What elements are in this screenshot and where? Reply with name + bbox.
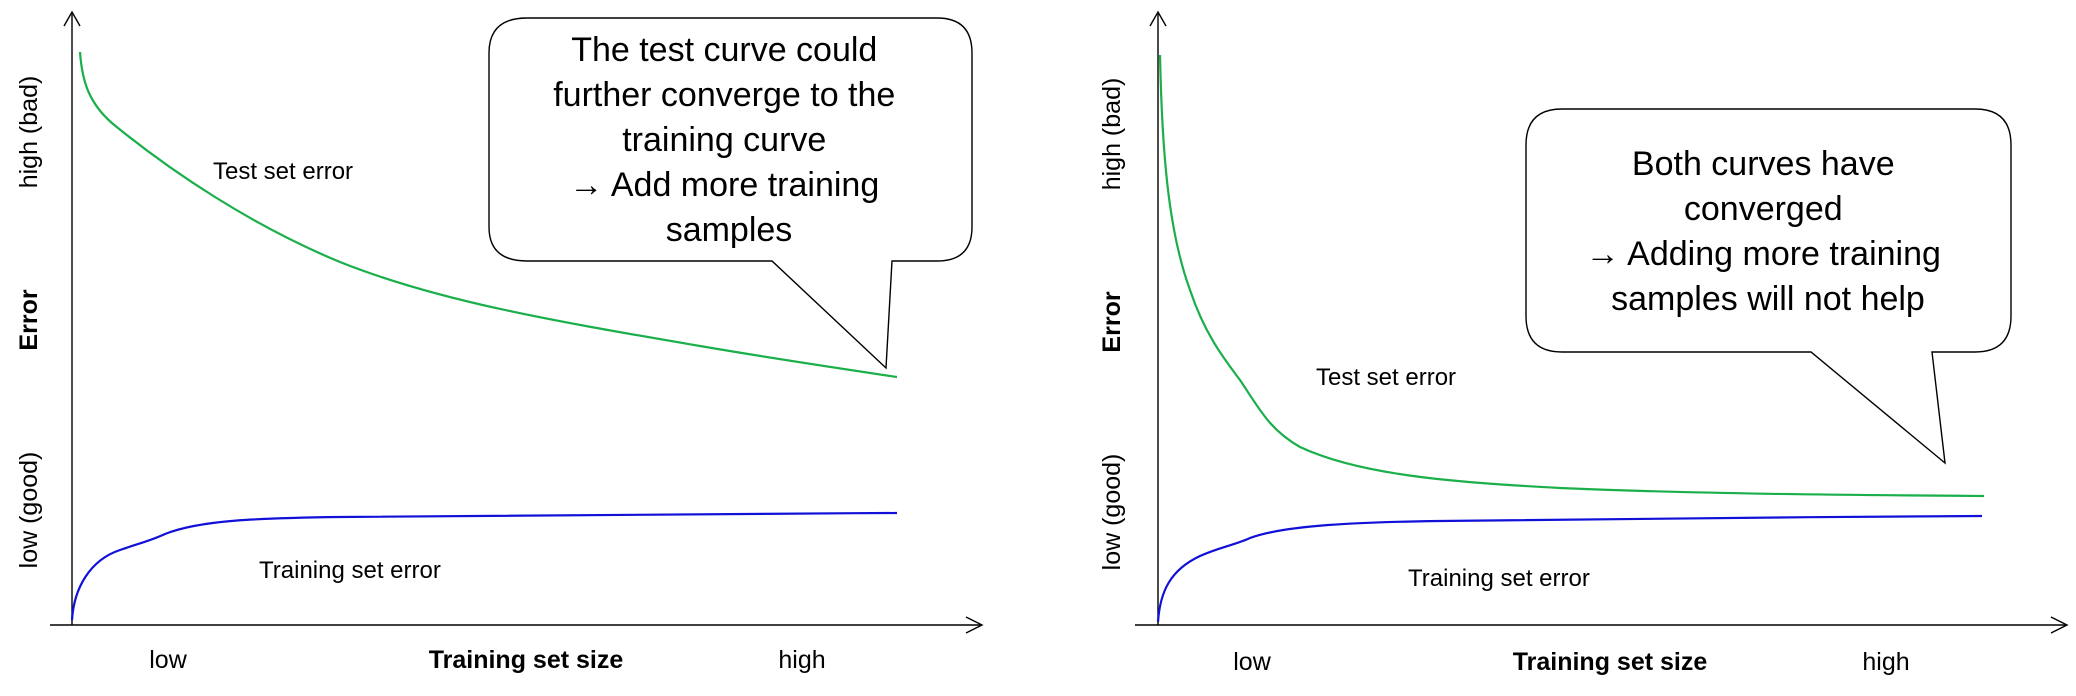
training-set-error-label: Training set error <box>1408 565 1590 592</box>
x-axis-arrowhead <box>2050 616 2069 634</box>
test-set-error-label: Test set error <box>1316 364 1456 391</box>
callout-bubble <box>1525 108 2012 465</box>
y-low-label: low (good) <box>1098 454 1126 571</box>
training-set-error-label: Training set error <box>259 557 441 584</box>
training-set-error-curve <box>1156 514 1983 623</box>
x-low-label: low <box>1233 648 1271 676</box>
x-high-label: high <box>778 646 825 674</box>
y-high-label: high (bad) <box>15 76 43 189</box>
training-set-error-curve <box>70 511 898 621</box>
x-low-label: low <box>149 646 187 674</box>
test-set-error-curve <box>78 51 898 379</box>
test-set-error-label: Test set error <box>213 158 353 185</box>
y-axis-arrowhead <box>63 10 81 27</box>
left-panel: high (bad) Error low (good) low Training… <box>15 10 984 674</box>
x-axis-arrowhead <box>965 616 984 634</box>
y-axis-title: Error <box>15 289 43 350</box>
y-axis-title: Error <box>1098 291 1126 352</box>
callout-text: Both curves have converged → Adding more… <box>1586 145 1951 318</box>
callout-text: The test curve could further converge to… <box>553 31 905 249</box>
x-axis-title: Training set size <box>1513 648 1708 676</box>
y-low-label: low (good) <box>15 452 43 569</box>
callout-bubble <box>488 17 973 370</box>
y-high-label: high (bad) <box>1098 78 1126 191</box>
y-axis-arrowhead <box>1149 10 1167 27</box>
x-axis-title: Training set size <box>429 646 624 674</box>
test-set-error-curve <box>1158 54 1985 498</box>
x-high-label: high <box>1862 648 1909 676</box>
right-panel: high (bad) Error low (good) low Training… <box>1098 10 2069 676</box>
